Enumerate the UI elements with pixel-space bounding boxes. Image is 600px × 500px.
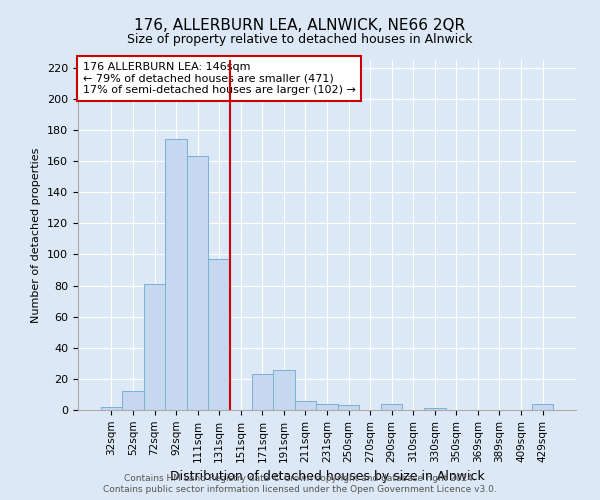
Bar [251,374,273,410]
Bar [273,370,295,410]
Bar [166,140,187,410]
Y-axis label: Number of detached properties: Number of detached properties [31,148,41,322]
Text: Size of property relative to detached houses in Alnwick: Size of property relative to detached ho… [127,32,473,46]
Bar [208,259,230,410]
Bar [316,404,338,410]
Bar [381,404,403,410]
Bar [338,406,359,410]
Bar [295,400,316,410]
Bar [424,408,446,410]
Bar [101,407,122,410]
Text: Contains HM Land Registry data © Crown copyright and database right 2024.
Contai: Contains HM Land Registry data © Crown c… [103,474,497,494]
Bar [532,404,553,410]
Bar [144,284,166,410]
Text: 176 ALLERBURN LEA: 146sqm
← 79% of detached houses are smaller (471)
17% of semi: 176 ALLERBURN LEA: 146sqm ← 79% of detac… [83,62,356,95]
Text: 176, ALLERBURN LEA, ALNWICK, NE66 2QR: 176, ALLERBURN LEA, ALNWICK, NE66 2QR [134,18,466,32]
Bar [122,392,144,410]
X-axis label: Distribution of detached houses by size in Alnwick: Distribution of detached houses by size … [170,470,484,483]
Bar [187,156,208,410]
